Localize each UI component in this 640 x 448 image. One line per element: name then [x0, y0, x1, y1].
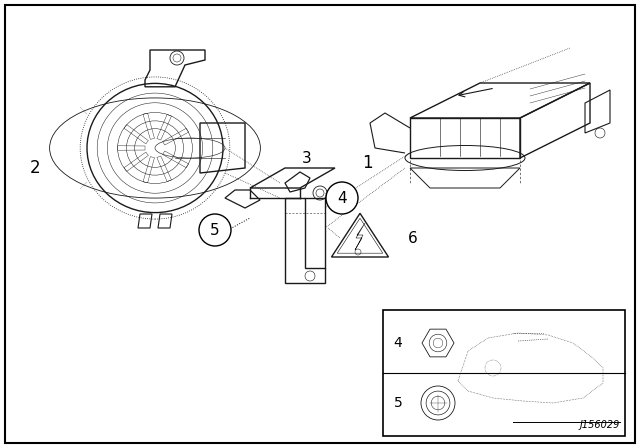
Text: 2: 2 [29, 159, 40, 177]
Text: 4: 4 [337, 190, 347, 206]
Text: 1: 1 [362, 154, 372, 172]
Text: 4: 4 [394, 336, 403, 350]
Text: J156029: J156029 [580, 420, 620, 430]
Text: 5: 5 [394, 396, 403, 410]
Circle shape [199, 214, 231, 246]
Circle shape [326, 182, 358, 214]
Text: 6: 6 [408, 231, 418, 246]
Text: 3: 3 [302, 151, 312, 165]
Bar [383, 310, 625, 436]
Text: 5: 5 [210, 223, 220, 237]
